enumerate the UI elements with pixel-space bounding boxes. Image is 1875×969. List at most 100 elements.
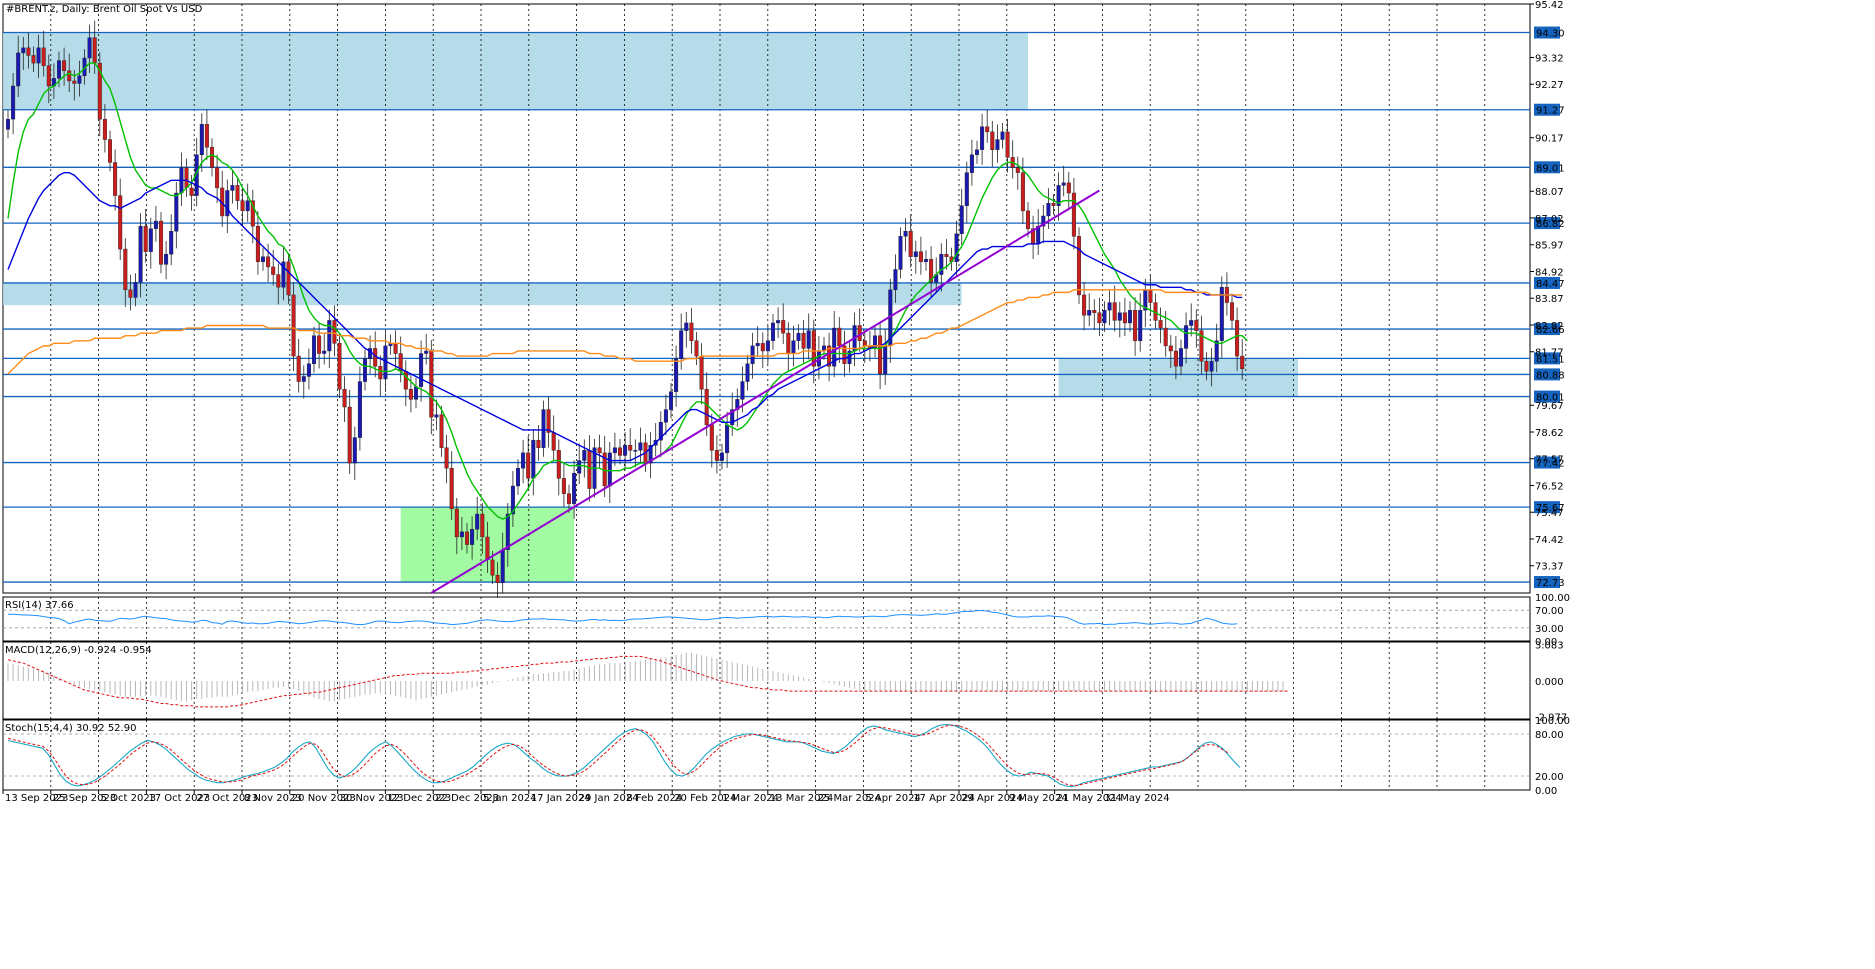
indicator-axis-label: 70.00 xyxy=(1535,606,1564,617)
candle-bullish xyxy=(419,353,424,387)
level-price-text: 89.01 xyxy=(1536,163,1565,174)
candle-bullish xyxy=(1046,203,1051,217)
candle-bearish xyxy=(811,330,816,367)
candle-bearish xyxy=(786,332,791,354)
date-label: 5 Jan 2024 xyxy=(483,793,537,804)
candle-bearish xyxy=(1005,131,1010,158)
date-label: 27 Oct 2023 xyxy=(196,793,258,804)
candle-bearish xyxy=(709,424,714,451)
candle-bearish xyxy=(113,162,118,196)
candle-bearish xyxy=(276,274,281,288)
indicator-axis-label: 0.000 xyxy=(1535,677,1564,688)
candle-bullish xyxy=(281,261,286,288)
candle-bullish xyxy=(1184,325,1189,349)
candle-bullish xyxy=(883,345,888,375)
candle-bearish xyxy=(1204,360,1209,372)
level-price-tag xyxy=(1534,161,1560,174)
candle-bullish xyxy=(995,139,1000,150)
date-label: 13 Sep 2023 xyxy=(5,793,68,804)
candle-bullish xyxy=(475,513,480,530)
candle-bullish xyxy=(245,200,250,212)
price-axis-label: 88.07 xyxy=(1535,187,1564,198)
candle-bearish xyxy=(454,508,459,538)
level-price-tag xyxy=(1534,26,1560,39)
candle-bearish xyxy=(1173,350,1178,367)
candle-bearish xyxy=(107,139,112,163)
candle-bearish xyxy=(403,371,408,390)
candle-bullish xyxy=(301,376,306,382)
level-price-text: 80.88 xyxy=(1536,370,1565,381)
candle-bullish xyxy=(1087,310,1092,316)
candle-bearish xyxy=(1112,302,1117,321)
candle-bearish xyxy=(1158,320,1163,329)
price-axis-label: 81.77 xyxy=(1535,348,1564,359)
candle-bullish xyxy=(1209,360,1214,372)
candle-bullish xyxy=(148,228,153,252)
candle-bearish xyxy=(1082,294,1087,316)
supply-zone-top xyxy=(3,32,1028,110)
candle-bearish xyxy=(189,187,194,196)
candle-bearish xyxy=(291,294,296,357)
level-price-tag xyxy=(1534,103,1560,116)
candle-bearish xyxy=(1133,310,1138,341)
price-axis-label: 82.82 xyxy=(1535,321,1564,332)
stoch-signal-line xyxy=(7,724,1229,786)
candle-bearish xyxy=(551,432,556,451)
candle-bullish xyxy=(648,445,653,464)
candle-bullish xyxy=(5,118,10,130)
candle-bullish xyxy=(16,52,21,87)
level-price-text: 77.42 xyxy=(1536,459,1565,470)
candle-bullish xyxy=(913,251,918,257)
moving-average-slow-line xyxy=(7,289,1243,375)
candle-bullish xyxy=(470,529,475,545)
macd-signal-line xyxy=(7,655,1289,708)
candle-bullish xyxy=(169,231,174,255)
price-axis-label: 77.57 xyxy=(1535,455,1564,466)
candle-bullish xyxy=(658,422,663,441)
candle-bearish xyxy=(1025,210,1030,229)
candle-bearish xyxy=(699,355,704,390)
date-label: 29 Apr 2024 xyxy=(961,793,1023,804)
candle-bearish xyxy=(837,327,842,347)
candle-bullish xyxy=(903,231,908,237)
rsi-label: RSI(14) 37.66 xyxy=(5,600,74,611)
price-axis-label: 90.17 xyxy=(1535,134,1564,145)
candle-bullish xyxy=(969,154,974,173)
candle-bearish xyxy=(72,80,77,84)
candle-bullish xyxy=(133,281,138,298)
candle-bullish xyxy=(1127,310,1132,324)
price-axis-label: 95.42 xyxy=(1535,0,1564,11)
pane-frame xyxy=(2,719,1531,791)
candle-bullish xyxy=(312,335,317,364)
candle-bullish xyxy=(582,450,587,461)
date-label: 31 May 2024 xyxy=(1104,793,1169,804)
level-price-tag xyxy=(1534,323,1560,336)
candle-bullish xyxy=(572,473,577,505)
candle-bullish xyxy=(521,452,526,469)
level-price-tag xyxy=(1534,576,1560,589)
candle-bullish xyxy=(898,236,903,270)
level-price-text: 94.30 xyxy=(1536,29,1565,40)
date-label: 5 Oct 2023 xyxy=(101,793,156,804)
indicator-axis-label: -2.977 xyxy=(1535,712,1567,723)
candle-bearish xyxy=(250,200,255,227)
candle-bearish xyxy=(444,447,449,469)
candle-bearish xyxy=(908,231,913,257)
candle-bullish xyxy=(975,149,980,156)
candle-bearish xyxy=(536,439,541,448)
candle-bullish xyxy=(510,485,515,515)
candle-bearish xyxy=(67,70,72,82)
date-label: 17 Jan 2024 xyxy=(531,793,591,804)
candle-bearish xyxy=(102,118,107,140)
level-price-tag xyxy=(1534,276,1560,289)
candle-bullish xyxy=(776,320,781,324)
trendline xyxy=(430,189,1100,594)
date-label: 12 Dec 2023 xyxy=(387,793,451,804)
candle-bullish xyxy=(57,60,62,79)
candle-bearish xyxy=(944,253,949,257)
candle-bearish xyxy=(1163,327,1168,347)
indicator-axis-label: 0.00 xyxy=(1535,786,1557,797)
candle-bullish xyxy=(500,549,505,584)
candle-bullish xyxy=(230,185,235,191)
